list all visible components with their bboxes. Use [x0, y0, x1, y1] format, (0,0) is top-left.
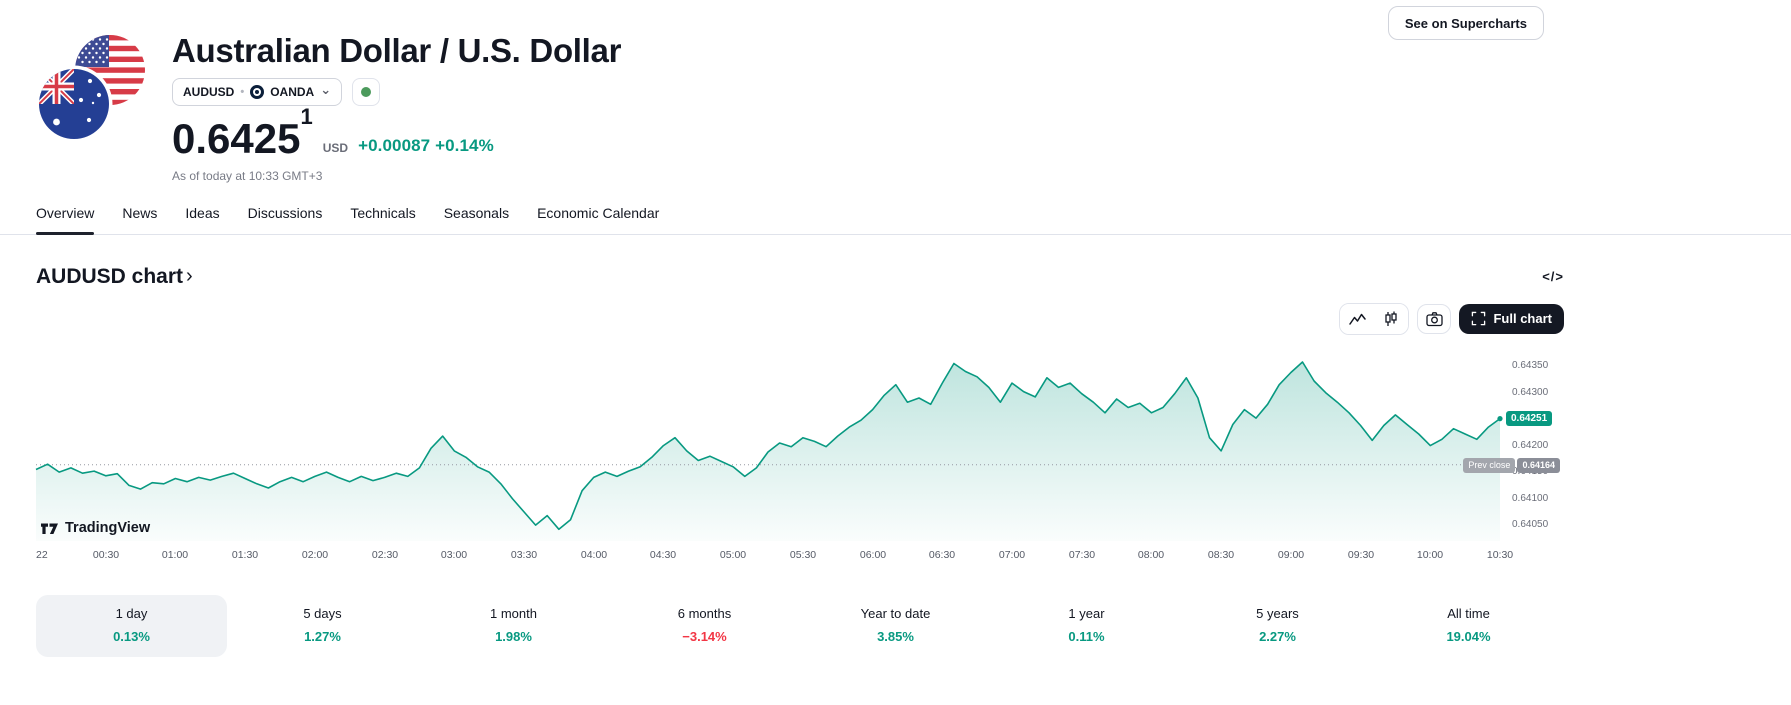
- time-scale-label: 03:30: [510, 548, 538, 561]
- period-5-years[interactable]: 5 years 2.27%: [1182, 595, 1373, 657]
- time-scale-label: 02:30: [371, 548, 399, 561]
- page-title: Australian Dollar / U.S. Dollar: [172, 32, 622, 69]
- chevron-down-icon: ⌄: [320, 82, 332, 98]
- price-scale-label: 0.64050: [1512, 518, 1549, 530]
- symbol-source-selector[interactable]: AUDUSD • OANDA ⌄: [172, 77, 343, 106]
- price-scale-label: 0.64100: [1512, 492, 1549, 504]
- time-scale-label: 09:30: [1347, 548, 1375, 561]
- area-chart-style-button[interactable]: [1340, 303, 1375, 334]
- symbol-row: AUDUSD • OANDA ⌄: [172, 77, 621, 106]
- chart-toolbar: Full chart: [36, 302, 1564, 335]
- time-scale[interactable]: 22 00:30 01:00 01:30 02:00 02:30 03:00 03:30 04:…: [36, 548, 1513, 565]
- separator-dot: •: [240, 85, 245, 98]
- tab-news[interactable]: News: [122, 199, 157, 234]
- area-chart-icon: [1349, 313, 1366, 325]
- time-scale-label: 06:00: [859, 548, 887, 561]
- tab-overview[interactable]: Overview: [36, 199, 95, 235]
- time-scale-label: 10:30: [1486, 548, 1514, 561]
- period-5-days[interactable]: 5 days 1.27%: [227, 595, 418, 657]
- period-1-day[interactable]: 1 day 0.13%: [36, 594, 227, 657]
- time-scale-label: 22: [36, 548, 48, 561]
- price-row: 0.64251 USD +0.00087 +0.14%: [172, 103, 621, 162]
- oanda-logo-icon: [250, 84, 265, 99]
- area-fill: [36, 361, 1500, 541]
- last-price-marker: [1497, 415, 1503, 422]
- price-currency: USD: [322, 140, 349, 155]
- market-open-dot-icon: [361, 86, 372, 97]
- time-scale-label: 05:30: [789, 548, 817, 561]
- chart-style-group: [1339, 302, 1410, 335]
- prev-close-badge: Prev close 0.64164: [1463, 457, 1560, 473]
- time-scale-label: 04:30: [649, 548, 677, 561]
- price-scale-label: 0.64350: [1512, 359, 1549, 371]
- as-of-timestamp: As of today at 10:33 GMT+3: [172, 168, 323, 183]
- time-scale-label: 02:00: [301, 548, 329, 561]
- period-all-time[interactable]: All time 19.04%: [1373, 595, 1564, 657]
- last-price: 0.64251: [172, 103, 313, 162]
- time-scale-label: 03:00: [440, 548, 468, 561]
- chart-plot-area[interactable]: TradingView: [35, 345, 1503, 541]
- market-status-indicator[interactable]: [352, 77, 381, 106]
- time-scale-label: 04:00: [580, 548, 608, 561]
- performance-periods: 1 day 0.13% 5 days 1.27% 1 month 1.98% 6…: [36, 594, 1564, 657]
- time-scale-label: 09:00: [1277, 548, 1305, 561]
- time-scale-label: 05:00: [719, 548, 747, 561]
- currency-pair-flags-icon: [35, 30, 148, 144]
- period-year-to-date[interactable]: Year to date 3.85%: [800, 595, 991, 657]
- time-scale-label: 07:00: [998, 548, 1026, 561]
- time-scale-label: 06:30: [928, 548, 956, 561]
- tradingview-watermark: TradingView: [40, 520, 150, 537]
- period-6-months[interactable]: 6 months −3.14%: [609, 595, 800, 657]
- see-on-supercharts-button[interactable]: See on Supercharts: [1387, 6, 1544, 40]
- time-scale-label: 07:30: [1068, 548, 1096, 561]
- time-scale-label: 00:30: [92, 548, 120, 561]
- time-scale-label: 08:00: [1137, 548, 1165, 561]
- camera-snapshot-button[interactable]: [1417, 303, 1452, 334]
- tab-economic-calendar[interactable]: Economic Calendar: [537, 199, 659, 234]
- full-chart-button[interactable]: Full chart: [1459, 303, 1564, 334]
- camera-icon: [1426, 312, 1443, 327]
- period-1-month[interactable]: 1 month 1.98%: [418, 595, 609, 657]
- price-chart[interactable]: TradingView 0.64251 Prev close 0.64164 0…: [35, 345, 1564, 571]
- price-scale[interactable]: 0.64251 Prev close 0.64164 0.64350 0.6430…: [1463, 345, 1564, 541]
- tradingview-logo-icon: [41, 523, 58, 534]
- tab-ideas[interactable]: Ideas: [185, 199, 219, 234]
- symbol-tabs: Overview News Ideas Discussions Technica…: [0, 199, 1791, 235]
- last-price-badge: 0.64251: [1506, 410, 1553, 426]
- time-scale-label: 01:30: [231, 548, 259, 561]
- embed-code-icon[interactable]: </>: [1542, 269, 1564, 285]
- candles-chart-style-button[interactable]: [1374, 303, 1409, 334]
- time-scale-label: 10:00: [1416, 548, 1444, 561]
- price-scale-label: 0.64200: [1512, 439, 1549, 451]
- price-scale-label: 0.64300: [1512, 386, 1549, 398]
- candles-icon: [1385, 311, 1398, 326]
- tab-technicals[interactable]: Technicals: [350, 199, 415, 234]
- price-line: [35, 361, 1501, 531]
- fullscreen-icon: [1472, 312, 1486, 326]
- time-scale-label: 08:30: [1207, 548, 1235, 561]
- chevron-right-icon: ›: [186, 265, 193, 288]
- symbol-code: AUDUSD: [183, 84, 235, 99]
- price-change: +0.00087 +0.14%: [358, 135, 494, 155]
- period-1-year[interactable]: 1 year 0.11%: [991, 595, 1182, 657]
- tab-discussions[interactable]: Discussions: [248, 199, 323, 234]
- exchange-name: OANDA: [270, 84, 315, 99]
- tab-seasonals[interactable]: Seasonals: [444, 199, 509, 234]
- time-scale-label: 01:00: [161, 548, 189, 561]
- symbol-header: Australian Dollar / U.S. Dollar AUDUSD •…: [0, 0, 1565, 183]
- chart-section-title[interactable]: AUDUSD chart ›: [36, 264, 193, 288]
